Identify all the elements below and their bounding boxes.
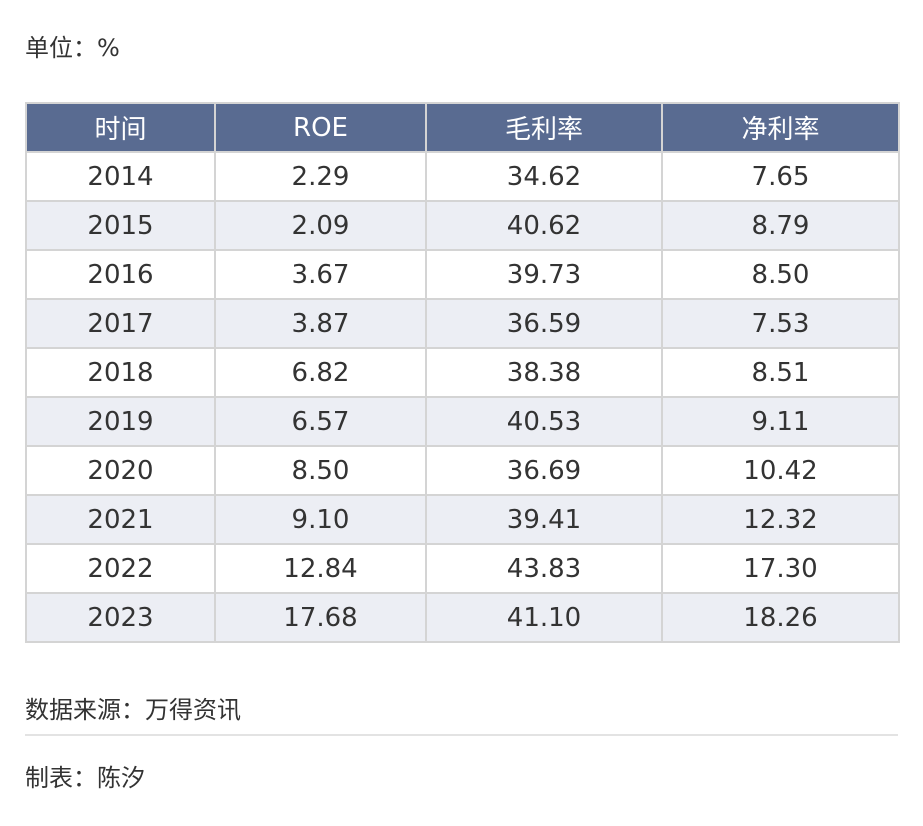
table-row: 2020 8.50 36.69 10.42 [25, 445, 900, 496]
table-cell-roe: 9.10 [214, 494, 427, 545]
table-cell-roe: 6.57 [214, 396, 427, 447]
table-cell-roe: 17.68 [214, 592, 427, 643]
table-cell-gross-margin: 34.62 [425, 151, 663, 202]
table-cell-net-margin: 7.53 [661, 298, 900, 349]
table-cell-net-margin: 17.30 [661, 543, 900, 594]
table-cell-time: 2015 [25, 200, 216, 251]
table-cell-gross-margin: 38.38 [425, 347, 663, 398]
table-row: 2014 2.29 34.62 7.65 [25, 151, 900, 202]
table-cell-roe: 3.87 [214, 298, 427, 349]
table-cell-time: 2021 [25, 494, 216, 545]
table-header: 时间 ROE 毛利率 净利率 [25, 102, 900, 153]
table-cell-net-margin: 18.26 [661, 592, 900, 643]
table-cell-net-margin: 10.42 [661, 445, 900, 496]
table-cell-time: 2020 [25, 445, 216, 496]
table-cell-gross-margin: 36.69 [425, 445, 663, 496]
table-row: 2016 3.67 39.73 8.50 [25, 249, 900, 300]
table-cell-gross-margin: 41.10 [425, 592, 663, 643]
table-body: 2014 2.29 34.62 7.65 2015 2.09 40.62 8.79 2016 3.… [25, 151, 900, 643]
financial-ratios-table: 时间 ROE 毛利率 净利率 2014 2.29 34.62 7.65 2015 2.09… [25, 102, 900, 643]
table-row: 2022 12.84 43.83 17.30 [25, 543, 900, 594]
table-row: 2017 3.87 36.59 7.53 [25, 298, 900, 349]
table-row: 2018 6.82 38.38 8.51 [25, 347, 900, 398]
table-cell-roe: 12.84 [214, 543, 427, 594]
table-cell-gross-margin: 36.59 [425, 298, 663, 349]
table-cell-time: 2018 [25, 347, 216, 398]
table-cell-gross-margin: 43.83 [425, 543, 663, 594]
table-cell-roe: 8.50 [214, 445, 427, 496]
table-maker-note: 制表：陈汐 [25, 764, 145, 792]
column-header-time: 时间 [25, 102, 216, 153]
table-cell-net-margin: 8.50 [661, 249, 900, 300]
table-cell-net-margin: 7.65 [661, 151, 900, 202]
table-cell-gross-margin: 40.53 [425, 396, 663, 447]
table-cell-time: 2016 [25, 249, 216, 300]
divider [25, 734, 898, 736]
table-cell-net-margin: 12.32 [661, 494, 900, 545]
table-cell-gross-margin: 39.73 [425, 249, 663, 300]
table-cell-roe: 6.82 [214, 347, 427, 398]
unit-label: 单位：% [25, 34, 120, 62]
table-row: 2021 9.10 39.41 12.32 [25, 494, 900, 545]
column-header-net-margin: 净利率 [661, 102, 900, 153]
table-cell-time: 2022 [25, 543, 216, 594]
column-header-roe: ROE [214, 102, 427, 153]
table-cell-roe: 2.09 [214, 200, 427, 251]
table-row: 2023 17.68 41.10 18.26 [25, 592, 900, 643]
table-cell-net-margin: 8.51 [661, 347, 900, 398]
table-row: 2019 6.57 40.53 9.11 [25, 396, 900, 447]
table-cell-net-margin: 8.79 [661, 200, 900, 251]
table-cell-time: 2023 [25, 592, 216, 643]
table-cell-time: 2014 [25, 151, 216, 202]
table-cell-roe: 3.67 [214, 249, 427, 300]
table-header-row: 时间 ROE 毛利率 净利率 [25, 102, 900, 153]
table-cell-time: 2019 [25, 396, 216, 447]
table-cell-gross-margin: 39.41 [425, 494, 663, 545]
table-cell-gross-margin: 40.62 [425, 200, 663, 251]
table-cell-time: 2017 [25, 298, 216, 349]
data-source-note: 数据来源：万得资讯 [25, 696, 241, 724]
table-cell-roe: 2.29 [214, 151, 427, 202]
table-row: 2015 2.09 40.62 8.79 [25, 200, 900, 251]
column-header-gross-margin: 毛利率 [425, 102, 663, 153]
table-cell-net-margin: 9.11 [661, 396, 900, 447]
